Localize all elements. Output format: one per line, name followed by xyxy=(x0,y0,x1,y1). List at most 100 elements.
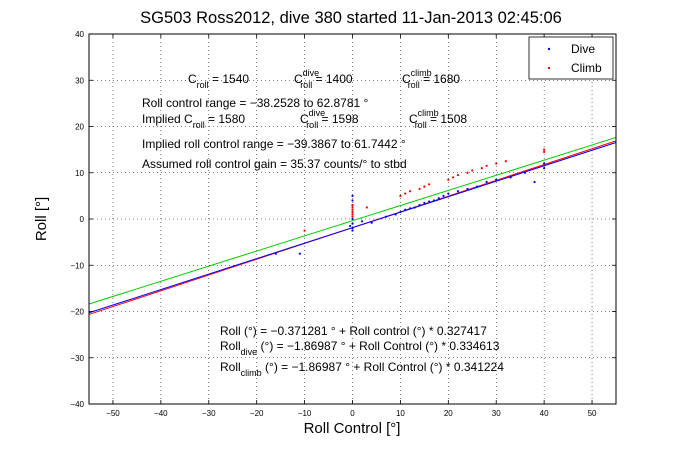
c-roll-dive-text: Cdive roll = 1400 xyxy=(294,68,353,90)
legend-climb-label: Climb xyxy=(571,61,602,75)
x-tick-label: −40 xyxy=(154,409,168,418)
x-tick-label: 50 xyxy=(588,409,597,418)
c-roll-climb-text: Cclimb roll = 1680 xyxy=(402,68,460,90)
implied-c-roll-dive-text: Cdive roll = 1598 xyxy=(300,108,359,130)
data-point-climb xyxy=(471,169,474,172)
x-tick-label: 0 xyxy=(350,409,355,418)
data-point-dive xyxy=(543,162,546,165)
data-point-climb xyxy=(485,164,488,167)
data-point-climb xyxy=(351,210,354,214)
y-tick-label: −30 xyxy=(70,354,84,363)
data-point-climb xyxy=(351,206,354,209)
x-tick-label: 20 xyxy=(444,409,453,418)
data-point-dive xyxy=(360,220,364,223)
data-point-climb xyxy=(504,160,507,163)
data-point-dive xyxy=(456,190,459,193)
data-point-climb xyxy=(447,178,450,181)
data-point-dive xyxy=(543,167,546,170)
data-point-climb xyxy=(543,150,546,154)
y-tick-label: −10 xyxy=(70,261,84,270)
data-point-climb xyxy=(418,187,421,191)
x-axis-label: Roll Control [°] xyxy=(304,420,401,437)
data-point-climb xyxy=(466,171,469,174)
grid xyxy=(89,34,616,404)
data-point-dive xyxy=(447,192,450,195)
implied-range-text: Implied roll control range = −39.3867 to… xyxy=(142,137,406,151)
y-ticks: 40 30 20 10 0 −10 −20 −30 −40 xyxy=(70,30,616,409)
data-point-climb xyxy=(351,215,354,218)
data-point-dive xyxy=(394,213,397,216)
data-point-climb xyxy=(404,192,407,195)
data-point-dive xyxy=(351,194,354,197)
chart-title: SG503 Ross2012, dive 380 started 11-Jan-… xyxy=(140,9,562,27)
legend-dive-label: Dive xyxy=(571,42,595,56)
y-tick-label: 40 xyxy=(75,30,84,39)
data-point-dive xyxy=(495,178,498,181)
annotations: Croll = 1540 Cdive roll = 1400 Cclimb roll… xyxy=(142,68,504,378)
x-ticks: −50 −40 −30 −20 −10 0 10 20 30 40 50 xyxy=(106,34,597,418)
fit-line xyxy=(88,136,617,305)
x-tick-label: −20 xyxy=(250,409,264,418)
implied-c-roll-text: Implied Croll = 1580 xyxy=(142,112,245,130)
data-point-dive xyxy=(349,224,352,228)
data-point-climb xyxy=(495,162,498,165)
data-point-climb xyxy=(351,213,354,216)
data-point-dive xyxy=(351,227,354,230)
y-tick-label: 10 xyxy=(75,169,84,178)
data-point-dive xyxy=(404,208,407,211)
data-point-dive xyxy=(298,252,301,255)
data-point-dive xyxy=(418,204,421,207)
x-tick-label: 10 xyxy=(396,409,405,418)
data-point-dive xyxy=(408,207,412,210)
legend-climb-marker xyxy=(547,66,551,70)
x-tick-label: 40 xyxy=(540,409,549,418)
data-point-dive xyxy=(523,171,527,174)
x-tick-label: 30 xyxy=(492,409,501,418)
data-point-climb xyxy=(399,194,402,197)
data-point-dive xyxy=(533,180,536,184)
data-point-dive xyxy=(351,222,354,225)
data-point-climb xyxy=(408,190,412,193)
assumed-gain-text: Assumed roll control gain = 35.37 counts… xyxy=(142,157,407,171)
data-point-climb xyxy=(351,208,354,211)
data-point-climb xyxy=(452,176,455,179)
data-point-dive xyxy=(428,200,431,203)
data-point-dive xyxy=(351,217,354,221)
c-roll-text: Croll = 1540 xyxy=(188,72,249,90)
y-tick-label: 20 xyxy=(75,123,84,132)
data-point-dive xyxy=(351,199,354,202)
data-point-dive xyxy=(413,206,416,209)
data-point-dive xyxy=(399,210,402,214)
data-point-climb xyxy=(365,206,368,209)
data-point-dive xyxy=(437,197,440,200)
data-point-dive xyxy=(423,201,426,204)
data-point-climb xyxy=(480,167,483,170)
data-points xyxy=(274,148,546,255)
eq-roll-text: Roll (°) = −0.371281 ° + Roll control (°… xyxy=(220,324,487,338)
y-tick-label: 0 xyxy=(80,215,85,224)
data-point-climb xyxy=(351,204,354,207)
data-point-dive xyxy=(509,176,512,179)
data-point-dive xyxy=(432,199,436,202)
y-tick-label: −20 xyxy=(70,308,84,317)
x-tick-label: −10 xyxy=(298,409,312,418)
x-tick-label: −30 xyxy=(202,409,216,418)
data-point-dive xyxy=(274,252,277,255)
data-point-dive xyxy=(351,229,354,232)
roll-control-range-text: Roll control range = −38.2528 to 62.8781… xyxy=(142,96,368,110)
data-point-dive xyxy=(485,180,488,184)
legend-dive-marker xyxy=(547,47,551,51)
y-axis-label: Roll [°] xyxy=(33,197,50,241)
y-tick-label: −40 xyxy=(70,400,84,409)
data-point-climb xyxy=(543,148,546,151)
data-point-dive xyxy=(475,185,479,188)
legend: Dive Climb xyxy=(528,36,614,80)
legend-box xyxy=(528,36,614,80)
data-point-dive xyxy=(442,194,445,197)
data-point-climb xyxy=(456,173,459,177)
data-point-climb xyxy=(423,185,426,188)
data-point-climb xyxy=(303,229,306,232)
data-point-dive xyxy=(384,215,388,218)
x-tick-label: −50 xyxy=(106,409,120,418)
